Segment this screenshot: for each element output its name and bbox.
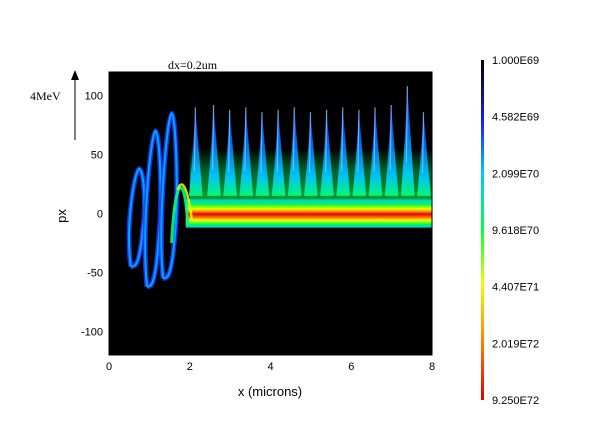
colorbar-label: 1.000E69 xyxy=(492,55,539,67)
x-tick-label: 6 xyxy=(348,361,354,373)
x-tick-label: 8 xyxy=(429,361,435,373)
y-tick-label: -100 xyxy=(81,326,103,338)
spike-ridge xyxy=(325,109,328,173)
momentum-spike xyxy=(207,105,221,196)
momentum-spike xyxy=(336,107,351,196)
momentum-spike xyxy=(352,109,367,196)
colorbar-label: 9.618E70 xyxy=(492,225,539,237)
spike-ridge xyxy=(211,105,215,171)
momentum-spike xyxy=(400,86,415,196)
colorbar xyxy=(481,60,484,400)
heatmap-layer xyxy=(126,86,432,290)
momentum-spike xyxy=(188,107,203,196)
spike-ridge xyxy=(244,107,247,172)
momentum-spike xyxy=(320,109,334,196)
spike-ridge xyxy=(341,107,344,172)
spike-ridge xyxy=(292,107,295,172)
momentum-spike xyxy=(368,107,383,196)
spike-ridge xyxy=(357,109,360,173)
colorbar-label: 2.099E70 xyxy=(492,168,539,180)
momentum-spike xyxy=(223,109,237,196)
y-tick-label: 50 xyxy=(91,150,103,162)
momentum-spike xyxy=(287,107,302,196)
spike-ridge xyxy=(193,107,197,172)
front-swirl xyxy=(170,186,190,244)
y-axis-label: px xyxy=(54,209,69,223)
spike-ridge xyxy=(421,112,425,173)
momentum-spike xyxy=(384,105,399,196)
momentum-spike xyxy=(255,112,270,196)
y-tick-label: 0 xyxy=(97,209,103,221)
phase-loop-inner xyxy=(160,112,178,280)
spike-ridge xyxy=(373,107,376,172)
colorbar-label: 2.019E72 xyxy=(492,338,539,350)
phase-loop-inner xyxy=(144,129,162,288)
spike-ridge xyxy=(260,112,263,173)
spike-ridge xyxy=(276,109,279,173)
spike-ridge xyxy=(308,112,312,173)
colorbar-label: 4.582E69 xyxy=(492,112,539,124)
colorbar-labels: 1.000E69 4.582E69 2.099E70 9.618E70 4.407E71… xyxy=(492,55,539,407)
y-tick-label: -50 xyxy=(87,267,103,279)
energy-marker-label: 4MeV xyxy=(30,89,61,103)
x-axis-label: x (microns) xyxy=(238,384,302,399)
y-tick-label: 100 xyxy=(85,91,103,103)
energy-arrow-head xyxy=(71,70,79,80)
momentum-spike xyxy=(271,109,286,196)
core-band xyxy=(185,199,432,228)
x-tick-label: 2 xyxy=(187,361,193,373)
front-swirl-core xyxy=(176,183,194,220)
x-tick-label: 0 xyxy=(106,361,112,373)
phase-loop-inner xyxy=(128,167,146,268)
x-tick-label: 4 xyxy=(267,361,273,373)
momentum-spike xyxy=(304,112,318,196)
colorbar-label: 9.250E72 xyxy=(492,395,539,407)
y-axis-ticks: 100 50 0 -50 -100 xyxy=(81,77,114,338)
spike-ridge xyxy=(405,86,408,163)
resolution-annotation: dx=0.2um xyxy=(168,58,218,72)
momentum-spike xyxy=(417,112,431,196)
momentum-spike xyxy=(239,107,254,196)
x-axis-ticks: 0 2 4 6 8 xyxy=(106,350,435,373)
spike-ridge xyxy=(389,105,392,171)
spike-ridge xyxy=(228,109,231,173)
colorbar-label: 4.407E71 xyxy=(492,282,539,294)
